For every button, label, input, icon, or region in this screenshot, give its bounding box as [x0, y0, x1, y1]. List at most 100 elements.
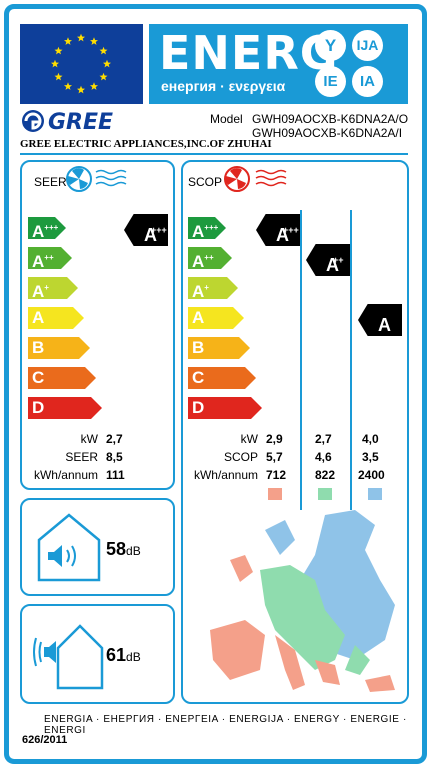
- eu-star-icon: [54, 72, 63, 81]
- row-label: kWh/annum: [193, 468, 258, 482]
- energy-banner: ENERG енергия · ενεργεια Y IJA IE IA: [149, 24, 408, 104]
- gree-logo-icon: [22, 110, 44, 132]
- banner-subtitle: енергия · ενεργεια: [161, 78, 286, 94]
- eu-star-icon: [64, 82, 72, 90]
- heating-class-bar: A+++: [188, 217, 226, 239]
- eu-star-icon: [103, 59, 111, 68]
- class-letter: C: [32, 368, 45, 387]
- class-letter: A: [192, 308, 205, 327]
- eu-star-icon: [99, 46, 108, 55]
- cooling-class-bar: D: [28, 397, 102, 419]
- row-label: SEER: [65, 450, 98, 464]
- heating-kwh-warmer: 712: [266, 468, 287, 482]
- class-letter: A: [32, 222, 45, 241]
- cooling-class-bar: B: [28, 337, 90, 359]
- heating-rating-pointer-colder: A: [358, 304, 402, 336]
- seer-title: SEER: [34, 175, 67, 189]
- model-outdoor: GWH09AOCXB-K6DNA2A/O: [252, 112, 409, 126]
- cooling-class-bar: A+: [28, 277, 78, 299]
- eu-flag: [20, 24, 143, 104]
- class-letter: B: [192, 338, 205, 357]
- heating-scop-average: 4,6: [315, 450, 332, 464]
- language-badge: IE: [315, 66, 346, 97]
- class-plus: ++: [204, 253, 214, 262]
- class-letter: C: [192, 368, 205, 387]
- class-letter: A: [32, 252, 45, 271]
- divider: [20, 153, 408, 155]
- cooling-kw: 2,7: [106, 432, 123, 446]
- class-letter: A: [192, 222, 205, 241]
- label-frame: [4, 4, 427, 764]
- zone-swatch-warmer: [268, 488, 282, 500]
- class-plus: +++: [204, 223, 219, 232]
- language-footer: ENERGIA · ЕНЕРГИЯ · ΕΝΕΡΓΕΙΑ · ENERGIJA …: [44, 714, 407, 736]
- column-divider: [350, 210, 352, 510]
- cooling-kwh: 111: [106, 468, 125, 482]
- cooling-class-bar: A: [28, 307, 84, 329]
- heating-rating-pointer-average: A++: [306, 244, 350, 276]
- class-letter: B: [32, 338, 45, 357]
- class-plus: ++: [44, 253, 54, 262]
- manufacturer-name: GREE ELECTRIC APPLIANCES,INC.OF ZHUHAI: [20, 138, 272, 150]
- regulation-number: 626/2011: [22, 734, 68, 746]
- heating-kw-colder: 4,0: [362, 432, 379, 446]
- row-label: kWh/annum: [33, 468, 98, 482]
- eu-star-icon: [77, 33, 85, 42]
- class-letter: D: [192, 398, 205, 417]
- cooling-rating-pointer: A+++: [124, 214, 168, 246]
- model-indoor: GWH09AOCXB-K6DNA2A/I: [252, 126, 403, 140]
- brand-name: GREE: [48, 110, 114, 135]
- outdoor-unit-speaker-icon: [33, 624, 104, 690]
- class-letter: A: [32, 308, 45, 327]
- europe-climate-map: [210, 510, 395, 692]
- heating-rating-pointer-warmer: A+++: [256, 214, 300, 246]
- eu-star-icon: [90, 37, 98, 45]
- language-badge: Y: [315, 30, 346, 61]
- eu-stars-icon: [51, 33, 111, 94]
- model-label: Model: [210, 112, 243, 126]
- heating-scop-warmer: 5,7: [266, 450, 283, 464]
- cooling-fan-icon: [66, 166, 127, 192]
- eu-star-icon: [90, 82, 98, 90]
- heating-class-bar: C: [188, 367, 256, 389]
- row-label: kW: [80, 432, 98, 446]
- heating-class-bar: D: [188, 397, 262, 419]
- heating-class-bar: B: [188, 337, 250, 359]
- cooling-seer: 8,5: [106, 450, 123, 464]
- class-plus: +: [44, 283, 49, 292]
- indoor-unit-speaker-icon: [37, 513, 101, 582]
- class-letter: A: [32, 282, 45, 301]
- eu-star-icon: [64, 37, 72, 45]
- heating-kwh-average: 822: [315, 468, 336, 482]
- row-label: kW: [240, 432, 258, 446]
- heating-class-bar: A+: [188, 277, 238, 299]
- class-plus: +: [204, 283, 209, 292]
- indoor-noise-value: 58dB: [106, 539, 141, 559]
- language-badge: IJA: [352, 30, 383, 61]
- heating-scop-colder: 3,5: [362, 450, 379, 464]
- class-letter: A: [192, 252, 205, 271]
- class-plus: +++: [44, 223, 59, 232]
- cooling-class-bar: A++: [28, 247, 72, 269]
- class-letter: D: [32, 398, 45, 417]
- zone-swatch-colder: [368, 488, 382, 500]
- zone-swatch-average: [318, 488, 332, 500]
- heating-fan-icon: [224, 166, 287, 192]
- scop-title: SCOP: [188, 175, 223, 189]
- eu-star-icon: [51, 59, 59, 68]
- outdoor-noise-value: 61dB: [106, 645, 141, 665]
- heating-kw-average: 2,7: [315, 432, 332, 446]
- language-badge: IA: [352, 66, 383, 97]
- heating-kw-warmer: 2,9: [266, 432, 283, 446]
- eu-star-icon: [99, 72, 108, 81]
- heating-kwh-colder: 2400: [358, 468, 385, 482]
- cooling-class-bar: C: [28, 367, 96, 389]
- column-divider: [300, 210, 302, 510]
- eu-star-icon: [77, 85, 85, 94]
- heating-class-bar: A: [188, 307, 244, 329]
- class-letter: A: [192, 282, 205, 301]
- cooling-class-bar: A+++: [28, 217, 66, 239]
- heating-class-bar: A++: [188, 247, 232, 269]
- banner-title: ENERG: [159, 26, 339, 80]
